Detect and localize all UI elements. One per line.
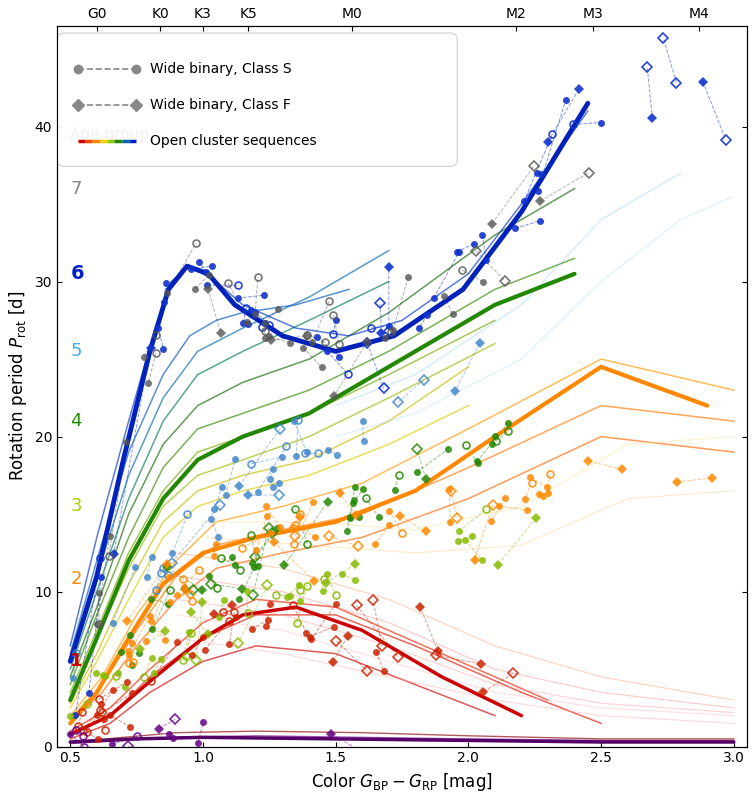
- Text: Age group: Age group: [70, 127, 149, 142]
- X-axis label: Color $G_{\mathrm{BP}} - G_{\mathrm{RP}}$ [mag]: Color $G_{\mathrm{BP}} - G_{\mathrm{RP}}…: [311, 771, 493, 793]
- Y-axis label: Rotation period $P_{\mathrm{rot}}$ [d]: Rotation period $P_{\mathrm{rot}}$ [d]: [7, 291, 29, 482]
- Text: 4: 4: [70, 412, 81, 430]
- Text: 5: 5: [70, 342, 81, 360]
- Text: Open cluster sequences: Open cluster sequences: [150, 134, 317, 148]
- Text: Wide binary, Class S: Wide binary, Class S: [150, 62, 292, 76]
- Text: 1: 1: [70, 652, 83, 670]
- Text: 3: 3: [70, 498, 81, 515]
- Text: 6: 6: [70, 264, 84, 283]
- Text: 2: 2: [70, 570, 81, 588]
- Text: 7: 7: [70, 179, 81, 198]
- FancyBboxPatch shape: [57, 33, 457, 166]
- Text: Wide binary, Class F: Wide binary, Class F: [150, 98, 291, 112]
